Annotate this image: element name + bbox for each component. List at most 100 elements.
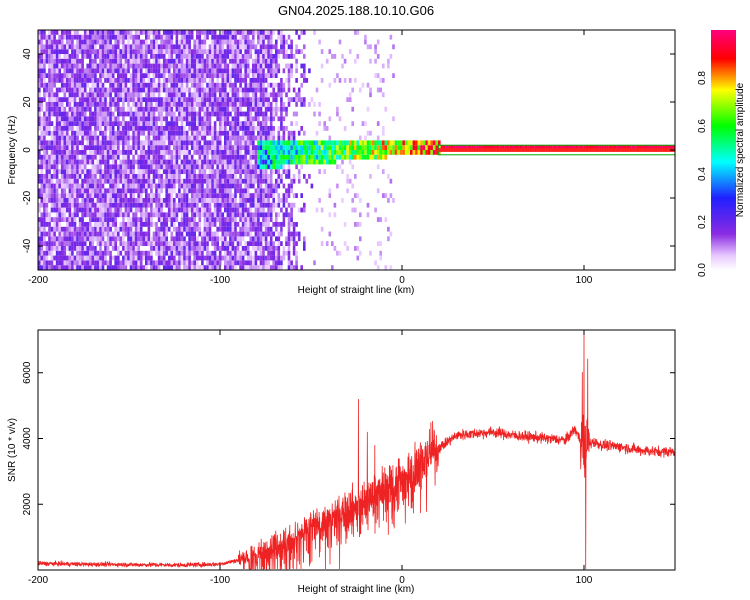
heatmap-cell [211, 63, 214, 69]
heatmap-cell [188, 78, 191, 83]
heatmap-cell [111, 212, 115, 218]
heatmap-cell [333, 145, 337, 150]
heatmap-cell [213, 34, 217, 40]
heatmap-cell [376, 140, 380, 146]
heatmap-cell [58, 231, 61, 237]
heatmap-cell [152, 39, 156, 45]
heatmap-cell [303, 150, 306, 155]
heatmap-cell [185, 121, 189, 126]
heatmap-cell [155, 116, 158, 122]
heatmap-cell [145, 207, 148, 213]
heatmap-cell [55, 54, 59, 59]
heatmap-cell [122, 226, 125, 232]
heatmap-cell [264, 246, 268, 251]
heatmap-cell [211, 39, 214, 45]
heatmap-cell [157, 226, 161, 232]
heatmap-cell [244, 265, 247, 270]
heatmap-cell [91, 54, 95, 59]
heatmap-cell [267, 102, 270, 107]
heatmap-cell [216, 49, 219, 54]
heatmap-cell [40, 159, 44, 165]
heatmap-cell [155, 265, 158, 270]
heatmap-cell [272, 202, 275, 208]
heatmap-cell [66, 145, 69, 150]
heatmap-cell [295, 63, 298, 69]
heatmap-cell [285, 174, 288, 179]
heatmap-cell [297, 87, 301, 93]
heatmap-cell [104, 188, 107, 194]
heatmap-cell [241, 212, 245, 218]
heatmap-cell [264, 193, 268, 198]
heatmap-cell [137, 222, 140, 227]
heatmap-cell [382, 145, 385, 150]
heatmap-cell [78, 193, 82, 198]
heatmap-cell [53, 145, 56, 150]
heatmap-cell [76, 212, 79, 218]
heatmap-cell [114, 54, 117, 59]
heatmap-cell [124, 130, 128, 136]
heatmap-cell [213, 231, 217, 237]
heatmap-cell [224, 116, 227, 122]
heatmap-cell [147, 202, 151, 208]
heatmap-cell [244, 250, 247, 256]
heatmap-cell [198, 135, 202, 141]
heatmap-cell [190, 34, 194, 40]
heatmap-cell [593, 145, 597, 150]
heatmap-cell [277, 92, 281, 98]
heatmap-cell [257, 226, 260, 232]
heatmap-cell [53, 102, 56, 107]
heatmap-cell [106, 236, 110, 242]
heatmap-cell [152, 260, 156, 266]
heatmap-cell [624, 145, 627, 150]
heatmap-cell [173, 154, 176, 160]
heatmap-cell [267, 106, 270, 112]
heatmap-cell [68, 178, 72, 184]
heatmap-cell [196, 222, 199, 227]
heatmap-cell [193, 260, 196, 266]
heatmap-cell [213, 111, 217, 117]
heatmap-cell [216, 246, 219, 251]
heatmap-cell [295, 30, 298, 35]
heatmap-cell [198, 54, 202, 59]
heatmap-cell [129, 54, 133, 59]
heatmap-cell [106, 231, 110, 237]
heatmap-cell [280, 49, 283, 54]
heatmap-cell [282, 246, 286, 251]
heatmap-cell [173, 164, 176, 170]
heatmap-cell [40, 34, 44, 40]
heatmap-cell [91, 87, 95, 93]
heatmap-cell [201, 30, 204, 35]
heatmap-cell [188, 198, 191, 203]
heatmap-cell [117, 39, 120, 45]
heatmap-cell [185, 265, 189, 270]
heatmap-cell [267, 246, 270, 251]
heatmap-cell [341, 159, 344, 165]
heatmap-cell [66, 87, 69, 93]
heatmap-cell [132, 159, 135, 165]
heatmap-cell [259, 188, 263, 194]
heatmap-cell [139, 222, 143, 227]
heatmap-cell [231, 260, 235, 266]
heatmap-cell [99, 106, 102, 112]
heatmap-cell [167, 63, 171, 69]
heatmap-cell [160, 121, 163, 126]
heatmap-cell [132, 260, 135, 266]
heatmap-cell [374, 207, 377, 213]
heatmap-cell [221, 246, 225, 251]
heatmap-cell [272, 164, 275, 170]
heatmap-cell [229, 231, 232, 237]
heatmap-cell [142, 58, 146, 64]
heatmap-cell [124, 54, 128, 59]
heatmap-cell [40, 30, 44, 35]
heatmap-cell [104, 145, 107, 150]
heatmap-cell [86, 97, 89, 102]
heatmap-cell [50, 207, 54, 213]
heatmap-cell [170, 92, 174, 98]
heatmap-cell [244, 39, 247, 45]
heatmap-cell [218, 58, 222, 64]
heatmap-cell [63, 169, 67, 174]
heatmap-cell [73, 207, 77, 213]
heatmap-cell [68, 164, 72, 170]
heatmap-cell [157, 255, 161, 261]
heatmap-cell [246, 188, 250, 194]
